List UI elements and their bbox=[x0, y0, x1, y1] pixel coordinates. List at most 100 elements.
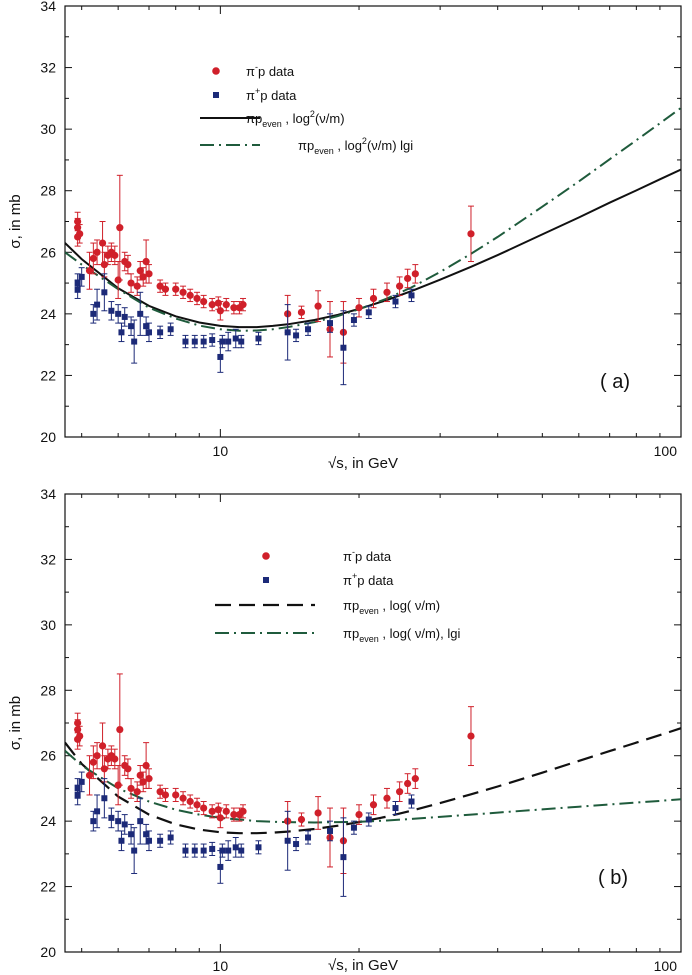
legend-label: π-p data bbox=[246, 62, 295, 79]
pi-plus-point bbox=[145, 837, 152, 844]
pi-minus-point bbox=[314, 302, 322, 310]
pi-plus-point bbox=[118, 329, 125, 336]
legend-label: πpeven , log( ν/m) bbox=[343, 598, 440, 616]
pi-minus-point bbox=[161, 285, 170, 293]
pi-minus-point bbox=[89, 254, 97, 263]
curve-curve2 bbox=[65, 750, 681, 824]
pi-minus-point bbox=[133, 282, 141, 290]
pi-plus-point bbox=[305, 326, 312, 333]
x-tick-label: 100 bbox=[654, 443, 678, 459]
pi-plus-point bbox=[365, 816, 372, 823]
pi-plus-point bbox=[90, 310, 97, 317]
panel-a: 20 22 24 26 28 30 32 34 10 100 √s, in GeV σ, in mb (… bbox=[7, 0, 682, 472]
pi-minus-point bbox=[208, 807, 216, 815]
pi-minus-point bbox=[76, 732, 84, 740]
pi-minus-point bbox=[297, 308, 306, 316]
pi-minus-point bbox=[404, 274, 412, 283]
pi-plus-point bbox=[94, 808, 101, 815]
pi-minus-point bbox=[369, 801, 378, 809]
pi-plus-point bbox=[392, 298, 399, 305]
pi-plus-point bbox=[167, 834, 174, 841]
pi-plus-point bbox=[284, 837, 291, 844]
pi-plus-point bbox=[94, 301, 101, 308]
pi-plus-point bbox=[74, 791, 81, 798]
pi-plus-point bbox=[121, 821, 128, 828]
pi-plus-point bbox=[217, 863, 224, 870]
pi-minus-point bbox=[124, 261, 132, 269]
pi-plus-point bbox=[238, 847, 245, 854]
pi-plus-point bbox=[108, 814, 115, 821]
pi-plus-point bbox=[255, 335, 262, 342]
pi-minus-point bbox=[136, 267, 144, 275]
pi-minus-point bbox=[239, 807, 247, 815]
plot-area bbox=[65, 107, 681, 386]
y-tick-label: 26 bbox=[40, 748, 56, 764]
pi-minus-point bbox=[145, 775, 153, 783]
pi-plus-point bbox=[219, 338, 226, 345]
pi-plus-point bbox=[200, 847, 207, 854]
pi-minus-point bbox=[186, 291, 194, 299]
pi-minus-point bbox=[98, 239, 107, 247]
pi-plus-point bbox=[284, 329, 291, 336]
legend-label: πpeven , log2(ν/m) lgi bbox=[298, 136, 413, 156]
pi-plus-point bbox=[232, 335, 239, 342]
pi-minus-point bbox=[179, 794, 187, 802]
y-tick-label: 26 bbox=[40, 244, 56, 260]
pi-plus-point bbox=[74, 286, 81, 293]
pi-plus-point bbox=[191, 847, 198, 854]
legend-label: π-p data bbox=[343, 547, 392, 564]
pi-plus-point bbox=[157, 837, 164, 844]
pi-plus-point bbox=[209, 845, 216, 852]
y-tick-label: 20 bbox=[40, 429, 56, 445]
pi-minus-point bbox=[111, 251, 119, 259]
plot-area bbox=[65, 673, 681, 897]
pi-minus-point bbox=[145, 270, 153, 278]
pi-minus-point bbox=[216, 814, 224, 822]
y-tick-label: 30 bbox=[40, 617, 56, 633]
pi-plus-point bbox=[143, 323, 150, 330]
pi-minus-point bbox=[314, 809, 322, 817]
pi-minus-point bbox=[161, 791, 170, 799]
pi-plus-point bbox=[200, 338, 207, 345]
legend-item: πpeven , log( ν/m) bbox=[215, 598, 440, 616]
y-tick-label: 24 bbox=[40, 306, 56, 322]
pi-minus-point bbox=[396, 282, 404, 290]
pi-minus-point bbox=[404, 779, 412, 788]
pi-minus-point bbox=[76, 230, 84, 238]
pi-minus-point bbox=[411, 775, 419, 783]
pi-minus-point bbox=[85, 771, 94, 779]
pi-minus-point bbox=[136, 771, 144, 779]
pi-minus-point bbox=[111, 755, 119, 763]
pi-minus-point bbox=[467, 230, 475, 238]
pi-plus-point bbox=[305, 834, 312, 841]
y-tick-label: 20 bbox=[40, 944, 56, 960]
pi-minus-point bbox=[139, 778, 147, 786]
pi-plus-point bbox=[350, 824, 357, 831]
legend-item: π-p data bbox=[262, 547, 392, 564]
pi-minus-point bbox=[193, 801, 201, 809]
pi-minus-point bbox=[127, 784, 135, 793]
pi-minus-point bbox=[239, 301, 247, 309]
pi-minus-point bbox=[100, 765, 108, 773]
pi-plus-point bbox=[182, 338, 189, 345]
pi-plus-point bbox=[143, 831, 150, 838]
pi-minus-point bbox=[124, 765, 132, 773]
pi-plus-point bbox=[365, 309, 372, 316]
pi-plus-point bbox=[209, 337, 216, 344]
pi-minus-point bbox=[216, 307, 224, 315]
legend-label: π+p data bbox=[246, 86, 297, 103]
panel-b: 20 22 24 26 28 30 32 34 10 100 √s, in GeV σ, in mb (… bbox=[7, 486, 682, 974]
pi-minus-point bbox=[200, 804, 208, 812]
pi-plus-point bbox=[121, 313, 128, 320]
pi-plus-point bbox=[217, 353, 224, 360]
pi-minus-point bbox=[193, 294, 201, 303]
pi-plus-point bbox=[232, 844, 239, 851]
legend-label: πpeven , log( ν/m), lgi bbox=[343, 626, 460, 644]
y-axis-label: σ, in mb bbox=[7, 194, 24, 248]
pi-minus-point bbox=[172, 791, 180, 799]
pi-minus-point bbox=[142, 257, 150, 266]
pi-plus-point bbox=[238, 338, 245, 345]
pi-minus-point bbox=[74, 719, 82, 727]
y-tick-label: 32 bbox=[40, 60, 56, 76]
